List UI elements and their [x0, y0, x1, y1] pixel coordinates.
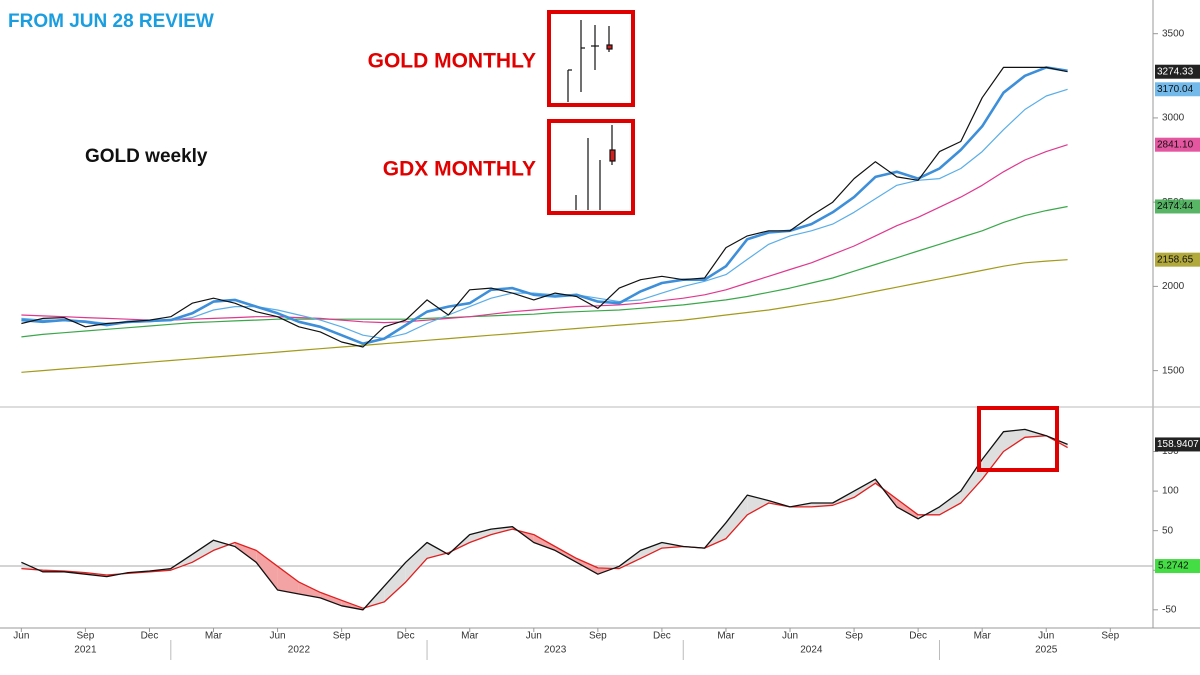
- y-tick-label: -50: [1162, 604, 1177, 615]
- end-label: 158.9407: [1157, 439, 1199, 450]
- series-line: [21, 66, 1068, 345]
- series-line: [21, 259, 1068, 373]
- fill-band: [234, 542, 257, 563]
- x-tick-label: Mar: [205, 631, 223, 642]
- annotation: GDX MONTHLY: [383, 158, 536, 181]
- x-tick-label: Jun: [782, 631, 798, 642]
- fill-band: [854, 479, 876, 498]
- end-label-box: [1155, 559, 1200, 574]
- x-tick-label: Mar: [717, 631, 735, 642]
- end-label: 3170.04: [1157, 84, 1194, 95]
- x-tick-label: Jun: [13, 631, 29, 642]
- plot-layer: 150020002500300035002158.652474.442841.1…: [0, 28, 1200, 660]
- end-label-box: [1155, 137, 1200, 152]
- year-label: 2023: [544, 645, 567, 656]
- x-tick-label: Sep: [77, 631, 95, 642]
- series-line: [21, 144, 1068, 324]
- series-line: [21, 205, 1068, 338]
- annotation: GOLD MONTHLY: [368, 50, 536, 73]
- end-label: 2158.65: [1157, 254, 1194, 265]
- x-tick-label: Jun: [526, 631, 542, 642]
- year-label: 2024: [800, 645, 823, 656]
- x-tick-label: Sep: [589, 631, 607, 642]
- year-label: 2022: [288, 645, 311, 656]
- end-label: 2841.10: [1157, 139, 1194, 150]
- fill-band: [640, 542, 662, 559]
- y-tick-label: 1500: [1162, 365, 1185, 376]
- end-label-box: [1155, 64, 1200, 79]
- end-label: 5.2742: [1158, 561, 1189, 572]
- fill-band: [982, 431, 1004, 480]
- x-tick-label: Dec: [397, 631, 415, 642]
- fill-band: [555, 546, 577, 563]
- year-label: 2025: [1035, 645, 1058, 656]
- highlight-box: [977, 406, 1059, 472]
- x-tick-label: Sep: [333, 631, 351, 642]
- gdx-monthly-inset: [547, 119, 635, 215]
- fill-band: [533, 534, 556, 551]
- series-line: [21, 435, 1068, 609]
- end-label: 3274.33: [1157, 66, 1194, 77]
- end-label: 2474.44: [1157, 201, 1194, 212]
- x-tick-label: Dec: [653, 631, 671, 642]
- x-tick-label: Dec: [909, 631, 927, 642]
- x-tick-label: Dec: [141, 631, 159, 642]
- fill-band: [298, 582, 321, 598]
- fill-band: [192, 540, 214, 563]
- y-tick-label: 100: [1162, 486, 1179, 497]
- fill-band: [427, 542, 449, 559]
- fill-band: [896, 499, 919, 519]
- x-tick-label: Sep: [845, 631, 863, 642]
- y-tick-label: 2000: [1162, 281, 1185, 292]
- annotation: FROM JUN 28 REVIEW: [8, 11, 214, 32]
- y-tick-label: 3500: [1162, 28, 1185, 39]
- x-tick-label: Mar: [461, 631, 479, 642]
- fill-band: [277, 566, 299, 594]
- x-tick-label: Jun: [270, 631, 286, 642]
- fill-band: [469, 529, 492, 543]
- x-tick-label: Jun: [1038, 631, 1054, 642]
- fill-band: [320, 592, 342, 606]
- fill-band: [747, 495, 769, 515]
- y-tick-label: 50: [1162, 525, 1174, 536]
- fill-band: [939, 491, 961, 515]
- y-tick-label: 3000: [1162, 113, 1185, 124]
- fill-band: [960, 459, 983, 503]
- end-label-box: [1155, 437, 1200, 452]
- chart-title: GOLD weekly: [85, 146, 208, 167]
- fill-band: [576, 558, 598, 575]
- fill-band: [405, 542, 428, 583]
- series-line: [21, 66, 1068, 348]
- x-tick-label: Mar: [974, 631, 992, 642]
- series-line: [21, 428, 1068, 611]
- y-tick-label: 150: [1162, 446, 1179, 457]
- series-line: [21, 88, 1068, 340]
- end-label-box: [1155, 199, 1200, 214]
- fill-band: [256, 550, 278, 591]
- year-label: 2021: [74, 645, 97, 656]
- end-label-box: [1155, 252, 1200, 267]
- gold-monthly-inset: [547, 10, 635, 107]
- fill-band: [1003, 429, 1025, 452]
- fill-band: [384, 562, 406, 602]
- x-tick-label: Sep: [1101, 631, 1119, 642]
- fill-band: [725, 495, 748, 539]
- end-label-box: [1155, 82, 1200, 97]
